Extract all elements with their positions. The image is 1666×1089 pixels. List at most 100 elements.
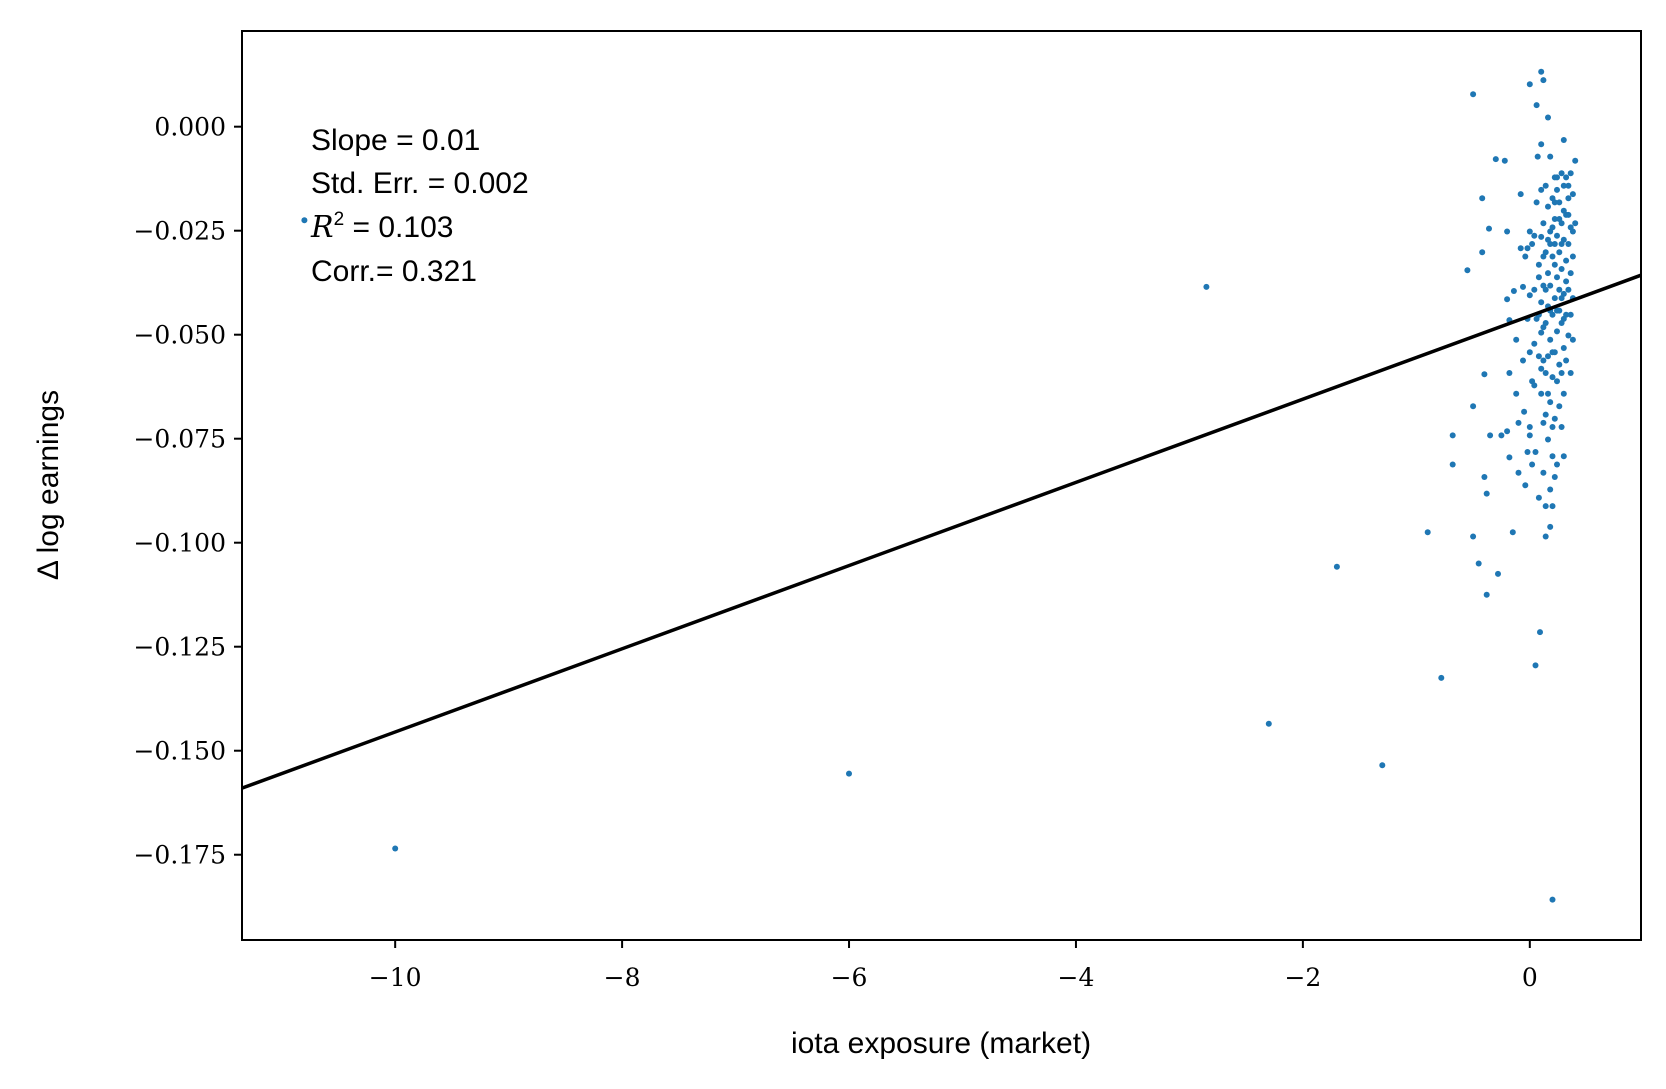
data-point-93	[1547, 523, 1554, 530]
data-point-0	[301, 217, 308, 224]
data-point-108	[1554, 186, 1560, 193]
data-point-69	[1540, 77, 1547, 84]
data-point-138	[1565, 241, 1572, 247]
data-point-162	[1551, 199, 1558, 206]
data-point-144	[1567, 370, 1574, 376]
data-point-24	[1492, 156, 1499, 163]
data-point-39	[1515, 469, 1522, 476]
data-point-184	[1545, 236, 1551, 243]
data-point-174	[1533, 315, 1540, 322]
data-point-13	[1470, 403, 1477, 410]
data-point-102	[1551, 216, 1558, 222]
data-point-82	[1545, 203, 1551, 210]
data-point-157	[1549, 424, 1556, 430]
data-point-132	[1563, 174, 1570, 181]
data-point-173	[1526, 228, 1533, 235]
data-point-14	[1470, 533, 1477, 540]
data-point-75	[1542, 182, 1549, 189]
x-tick-label: −2	[1284, 963, 1321, 992]
data-point-74	[1540, 469, 1547, 476]
data-point-130	[1560, 390, 1567, 397]
data-point-62	[1537, 629, 1543, 636]
data-point-160	[1563, 278, 1570, 285]
data-point-91	[1547, 399, 1554, 406]
data-point-166	[1565, 182, 1572, 189]
data-point-7	[1424, 529, 1431, 536]
data-point-140	[1565, 332, 1572, 339]
data-point-134	[1563, 257, 1570, 264]
data-point-131	[1560, 453, 1567, 460]
x-tick-label: −6	[831, 963, 868, 992]
data-point-182	[1569, 228, 1576, 235]
data-point-21	[1483, 591, 1490, 598]
data-point-38	[1515, 419, 1522, 426]
y-tick-label: −0.175	[133, 841, 226, 870]
data-point-6	[1379, 762, 1386, 769]
data-point-158	[1554, 307, 1560, 314]
data-point-141	[1567, 170, 1574, 177]
data-point-178	[1551, 261, 1558, 268]
data-point-115	[1556, 249, 1563, 256]
data-point-8	[1438, 674, 1445, 681]
plot-frame	[241, 30, 1642, 941]
data-point-29	[1504, 296, 1511, 303]
annotation-r2: R2 = 0.103	[310, 209, 453, 245]
data-point-40	[1517, 191, 1524, 198]
data-point-47	[1526, 81, 1533, 88]
data-point-32	[1506, 370, 1513, 376]
data-point-5	[1333, 563, 1340, 570]
x-tick-label: −8	[604, 963, 641, 992]
data-point-48	[1526, 292, 1533, 299]
x-axis-ticks: −10 −8 −6 −4 −2 0	[369, 940, 1538, 992]
data-point-36	[1513, 336, 1520, 343]
data-point-156	[1545, 390, 1551, 397]
data-point-151	[1533, 199, 1540, 206]
data-point-11	[1470, 91, 1477, 98]
annotation-corr: Corr.= 0.321	[311, 255, 477, 288]
data-point-112	[1554, 378, 1560, 385]
data-point-81	[1545, 114, 1551, 121]
data-point-185	[1540, 253, 1547, 260]
data-point-61	[1535, 494, 1542, 501]
data-point-100	[1549, 896, 1556, 903]
data-point-16	[1479, 195, 1486, 202]
data-point-86	[1545, 436, 1551, 443]
data-point-54	[1531, 340, 1538, 347]
data-point-169	[1554, 174, 1560, 181]
data-point-114	[1556, 199, 1563, 206]
regression-line	[241, 273, 1642, 790]
data-point-50	[1526, 432, 1533, 439]
data-point-161	[1556, 216, 1563, 222]
data-point-137	[1565, 195, 1572, 202]
data-point-51	[1529, 241, 1536, 247]
data-point-90	[1547, 336, 1554, 343]
data-point-65	[1538, 186, 1545, 193]
data-point-98	[1549, 453, 1556, 460]
data-point-179	[1556, 286, 1563, 293]
y-tick-label: −0.150	[133, 737, 226, 766]
r2-symbol: R	[310, 210, 334, 245]
data-point-78	[1542, 370, 1549, 376]
data-point-150	[1572, 220, 1579, 227]
data-point-42	[1520, 357, 1526, 364]
data-points	[301, 68, 1579, 903]
data-point-143	[1567, 270, 1574, 277]
data-point-171	[1517, 245, 1524, 252]
y-tick-label: −0.100	[133, 529, 226, 558]
data-point-57	[1533, 102, 1540, 109]
data-point-129	[1560, 345, 1567, 351]
data-point-55	[1532, 449, 1539, 455]
x-tick-label: 0	[1522, 963, 1538, 992]
data-point-2	[846, 770, 852, 777]
data-point-66	[1538, 233, 1545, 240]
data-point-97	[1549, 374, 1556, 381]
data-point-106	[1551, 415, 1558, 422]
data-point-73	[1540, 419, 1547, 426]
data-point-49	[1526, 349, 1533, 356]
data-point-109	[1554, 232, 1560, 239]
data-point-80	[1542, 533, 1549, 540]
data-point-165	[1560, 207, 1567, 214]
data-point-85	[1545, 353, 1551, 360]
data-point-53	[1531, 286, 1538, 293]
y-tick-label: −0.125	[133, 633, 226, 662]
